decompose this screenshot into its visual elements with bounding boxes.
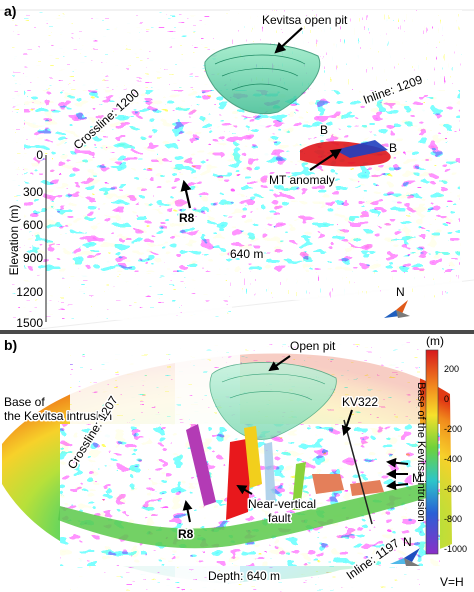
panel-divider: [0, 330, 474, 334]
base-intrusion-label-line1: Base of: [4, 395, 45, 409]
r8-label: R8: [179, 211, 195, 225]
open-pit-mesh: [204, 43, 321, 115]
cbar-tick-m200: -200: [444, 424, 462, 434]
depth-label: 640 m: [230, 247, 263, 261]
north-arrow-icon-b: N: [390, 535, 420, 566]
svg-text:N: N: [403, 535, 412, 549]
magenta-body: [186, 424, 216, 506]
m-label: M: [412, 471, 422, 485]
cbar-tick-200: 200: [444, 364, 459, 374]
cbar-tick-m600: -600: [444, 484, 462, 494]
depth-label-b: Depth: 640 m: [208, 569, 280, 583]
kv322-borehole: [343, 419, 373, 525]
mt-anomaly-label: MT anomaly: [269, 173, 335, 187]
elevation-axis: 0 300 600 900 1200 1500 Elevation (m): [6, 147, 47, 330]
v-h-ratio: V=H: [440, 575, 464, 589]
panel-a-graphic: 0 300 600 900 1200 1500 Elevation (m) a)…: [0, 3, 474, 330]
red-fault-body: [226, 438, 252, 520]
tick-1500: 1500: [16, 316, 43, 330]
kv322-label: KV322: [342, 395, 378, 409]
tick-1200: 1200: [16, 285, 43, 299]
cbar-tick-m400: -400: [444, 454, 462, 464]
base-intrusion-label-line2: the Kevitsa intrusion: [4, 409, 112, 423]
fault-label-line2: fault: [268, 511, 291, 525]
panel-b-graphic: b) Open pit Base of the Kevitsa intrusio…: [2, 334, 467, 592]
depth-slice: [24, 90, 460, 272]
colorbar-unit: (m): [426, 334, 444, 348]
colorbar: (m) Base of the Kevitsa intrusion 200 0 …: [415, 334, 467, 555]
b-label-1: B: [320, 123, 328, 137]
colorbar-title: Base of the Kevitsa intrusion: [415, 382, 427, 521]
tick-300: 300: [23, 185, 43, 199]
tick-0: 0: [36, 148, 43, 162]
depth-slice-b: [60, 424, 440, 566]
north-arrow-icon: N: [384, 285, 410, 318]
panel-a-label: a): [4, 3, 16, 19]
cbar-tick-0: 0: [444, 394, 449, 404]
panel-b-label: b): [4, 337, 17, 353]
tick-900: 900: [23, 251, 43, 265]
cbar-tick-m1000: -1000: [444, 544, 467, 554]
b-label-2: B: [389, 141, 397, 155]
fault-label-line1: Near-vertical: [248, 497, 316, 511]
elevation-axis-title: Elevation (m): [7, 205, 21, 276]
cbar-tick-m800: -800: [444, 514, 462, 524]
panel-b: b) Open pit Base of the Kevitsa intrusio…: [0, 334, 474, 592]
r8-label-b: R8: [178, 527, 194, 541]
kevitsa-open-pit-label: Kevitsa open pit: [262, 13, 348, 27]
panel-a: 0 300 600 900 1200 1500 Elevation (m) a)…: [0, 3, 474, 330]
svg-text:N: N: [396, 285, 405, 299]
open-pit-label: Open pit: [290, 339, 336, 353]
tick-600: 600: [23, 218, 43, 232]
